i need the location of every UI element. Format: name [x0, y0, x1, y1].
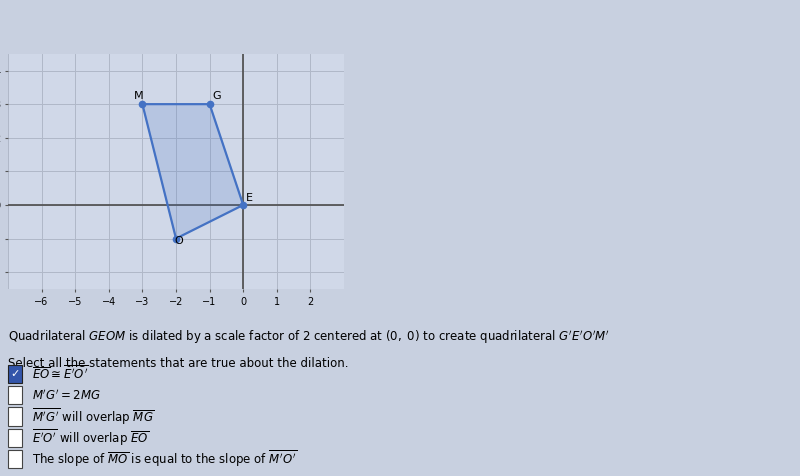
Text: O: O — [174, 236, 183, 246]
Text: G: G — [212, 91, 221, 101]
FancyBboxPatch shape — [8, 386, 22, 405]
Text: The slope of $\overline{MO}$ is equal to the slope of $\overline{M'O'}$: The slope of $\overline{MO}$ is equal to… — [32, 449, 297, 469]
Text: $\overline{EO} \cong \overline{E'O'}$: $\overline{EO} \cong \overline{E'O'}$ — [32, 366, 89, 383]
Text: $\overline{M'G'}$ will overlap $\overline{MG}$: $\overline{M'G'}$ will overlap $\overlin… — [32, 407, 154, 427]
Text: ✓: ✓ — [10, 369, 20, 379]
FancyBboxPatch shape — [8, 365, 22, 383]
FancyBboxPatch shape — [8, 407, 22, 426]
Text: M: M — [134, 91, 144, 101]
Text: $M'G' = 2MG$: $M'G' = 2MG$ — [32, 388, 101, 403]
Text: Select all the statements that are true about the dilation.: Select all the statements that are true … — [8, 357, 349, 370]
FancyBboxPatch shape — [8, 450, 22, 468]
FancyBboxPatch shape — [8, 429, 22, 447]
Text: E: E — [246, 193, 253, 203]
Text: $\overline{E'O'}$ will overlap $\overline{EO}$: $\overline{E'O'}$ will overlap $\overlin… — [32, 428, 149, 448]
Polygon shape — [142, 104, 243, 238]
Text: Quadrilateral $\mathit{GEOM}$ is dilated by a scale factor of 2 centered at $(0,: Quadrilateral $\mathit{GEOM}$ is dilated… — [8, 328, 610, 346]
